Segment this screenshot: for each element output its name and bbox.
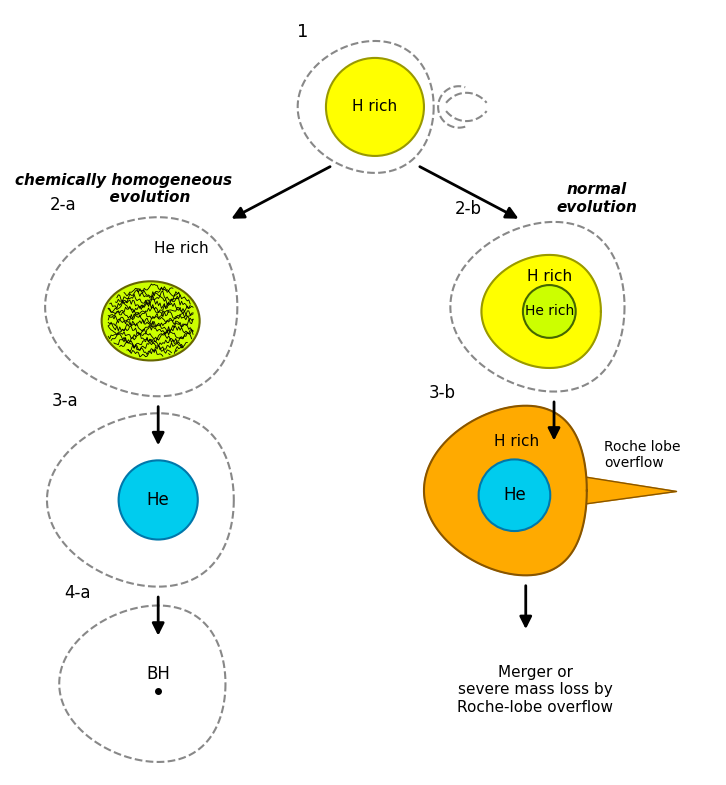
Text: normal
evolution: normal evolution [556, 182, 637, 214]
Text: chemically homogeneous
          evolution: chemically homogeneous evolution [15, 173, 232, 205]
Text: H rich: H rich [352, 100, 398, 115]
Text: 2-a: 2-a [50, 195, 76, 214]
Text: 2-b: 2-b [455, 200, 482, 218]
Text: 1: 1 [297, 23, 308, 41]
Ellipse shape [102, 281, 200, 360]
Circle shape [523, 285, 576, 338]
Polygon shape [424, 406, 587, 575]
Text: He rich: He rich [155, 241, 209, 256]
Circle shape [326, 58, 424, 156]
Text: 3-b: 3-b [428, 384, 456, 402]
Text: Roche lobe
overflow: Roche lobe overflow [604, 440, 680, 469]
Text: 3-a: 3-a [52, 392, 78, 410]
Text: 4-a: 4-a [64, 584, 91, 602]
Text: H rich: H rich [527, 269, 572, 284]
Polygon shape [481, 255, 601, 368]
Text: Merger or
severe mass loss by
Roche-lobe overflow: Merger or severe mass loss by Roche-lobe… [457, 665, 613, 714]
Circle shape [478, 459, 550, 531]
Text: H rich: H rich [494, 434, 539, 449]
Circle shape [118, 460, 197, 539]
Polygon shape [587, 477, 677, 504]
Text: BH: BH [146, 666, 170, 683]
Text: He rich: He rich [525, 305, 574, 319]
Text: He: He [147, 491, 170, 509]
Text: He: He [503, 486, 526, 504]
